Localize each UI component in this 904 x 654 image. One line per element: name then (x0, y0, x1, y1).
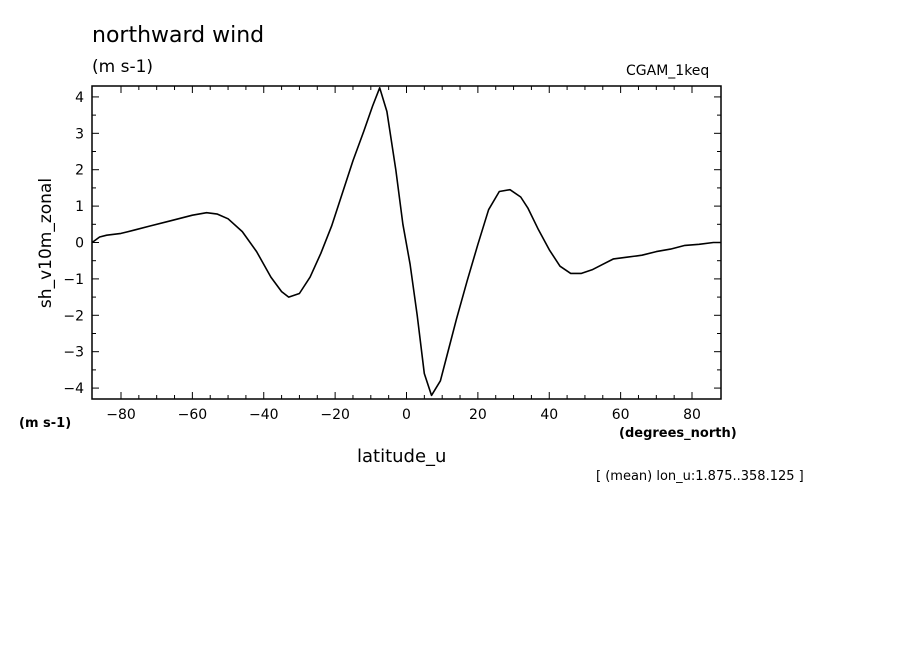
x-axis-units: (degrees_north) (619, 426, 737, 441)
x-tick-label: −20 (320, 407, 350, 423)
x-tick-label: −80 (106, 407, 136, 423)
x-tick-label: −40 (249, 407, 279, 423)
series-line (91, 87, 721, 397)
x-tick-label: 0 (402, 407, 411, 423)
y-tick-label: −3 (63, 345, 84, 361)
chart-title: northward wind (92, 23, 265, 48)
x-tick-label: 40 (540, 407, 558, 423)
y-tick-label: 3 (75, 126, 84, 142)
y-axis-units: (m s-1) (19, 416, 72, 431)
x-tick-label: −60 (178, 407, 208, 423)
x-tick-label: 80 (683, 407, 701, 423)
y-tick-label: −1 (63, 272, 84, 288)
x-tick-label: 60 (612, 407, 630, 423)
y-tick-label: 1 (75, 199, 84, 215)
y-tick-label: 4 (75, 90, 84, 106)
chart-subtitle: (m s-1) (92, 57, 154, 77)
x-axis-label: latitude_u (357, 446, 447, 467)
run-label: CGAM_1keq (626, 63, 710, 79)
y-tick-label: −4 (63, 381, 84, 397)
x-tick-label: 20 (469, 407, 487, 423)
averaging-note: [ (mean) lon_u:1.875..358.125 ] (596, 469, 804, 484)
y-tick-label: 2 (75, 163, 84, 179)
y-tick-label: 0 (75, 236, 84, 252)
y-tick-label: −2 (63, 308, 84, 324)
